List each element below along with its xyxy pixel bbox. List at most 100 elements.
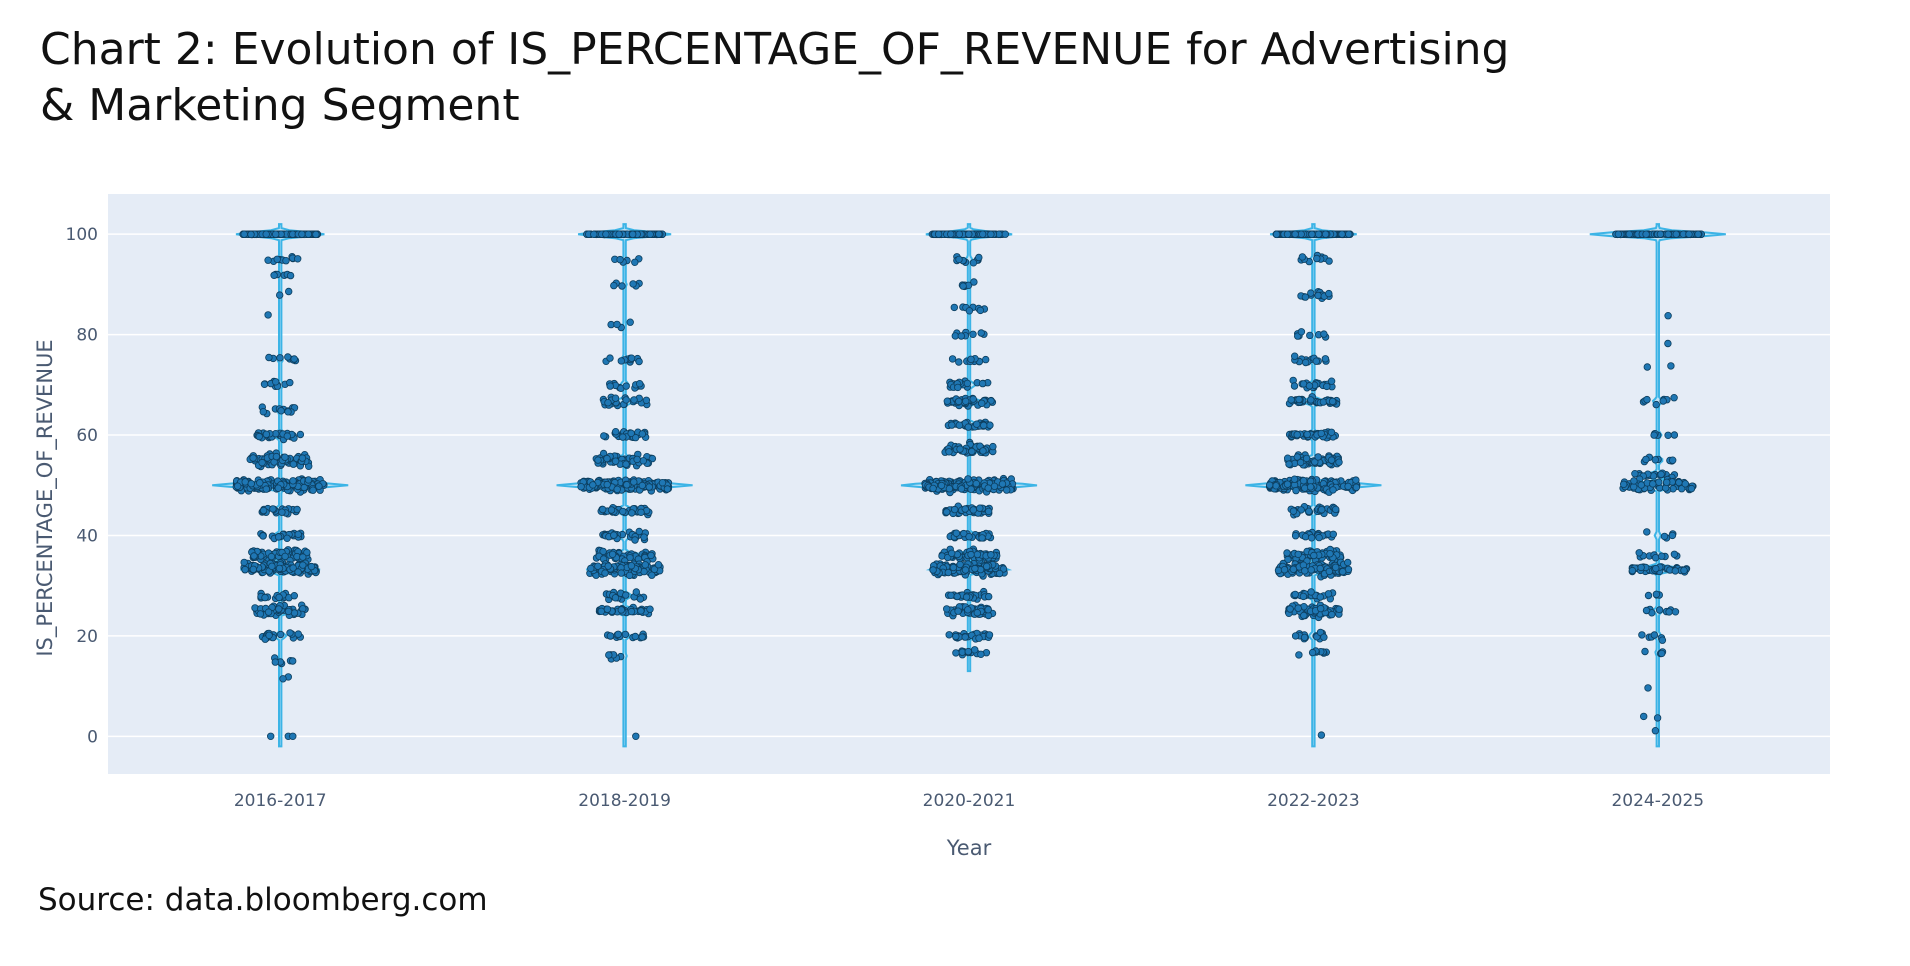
data-point: [943, 605, 951, 613]
data-point: [985, 592, 993, 601]
data-point: [1314, 291, 1322, 300]
data-point: [289, 460, 298, 468]
data-point: [963, 379, 972, 388]
data-point: [1644, 684, 1652, 692]
data-point: [275, 605, 283, 613]
data-point: [1655, 478, 1663, 486]
data-point: [606, 354, 614, 362]
data-point: [627, 562, 636, 570]
data-point: [1664, 431, 1672, 439]
data-point: [1652, 564, 1660, 573]
data-point: [613, 485, 621, 493]
data-point: [1283, 480, 1292, 488]
data-point: [299, 561, 307, 569]
x-tick-label: 2024-2025: [1611, 791, 1704, 811]
data-point: [1352, 483, 1361, 491]
data-point: [1301, 293, 1310, 301]
x-tick-label: 2018-2019: [578, 791, 671, 811]
data-point: [638, 633, 646, 641]
data-point: [955, 397, 963, 406]
data-point: [951, 505, 959, 514]
x-tick-label: 2022-2023: [1267, 791, 1360, 811]
data-point: [983, 562, 991, 571]
data-point: [599, 547, 607, 556]
data-point: [1670, 393, 1678, 402]
data-point: [978, 534, 986, 542]
data-point: [623, 481, 631, 489]
data-point: [1325, 257, 1333, 265]
data-point: [617, 569, 625, 577]
y-tick-label: 20: [76, 627, 98, 647]
data-point: [1630, 477, 1638, 485]
data-point: [606, 382, 614, 390]
data-point: [947, 230, 955, 238]
data-point: [279, 675, 287, 683]
data-point: [631, 536, 639, 544]
data-point: [1327, 456, 1336, 464]
data-point: [1293, 453, 1301, 461]
data-point: [262, 485, 270, 493]
data-point: [1670, 431, 1679, 439]
data-point: [1294, 604, 1302, 612]
data-point: [1628, 566, 1637, 575]
data-point: [943, 508, 951, 516]
data-point: [1680, 566, 1688, 575]
data-point: [247, 480, 255, 488]
data-point: [1651, 456, 1659, 464]
data-point: [1614, 230, 1623, 238]
data-point: [304, 230, 313, 238]
data-point: [615, 230, 623, 238]
data-point: [955, 421, 964, 429]
data-point: [275, 564, 284, 573]
data-point: [262, 230, 270, 238]
data-point: [630, 478, 638, 486]
data-point: [645, 483, 653, 491]
data-point: [954, 383, 962, 392]
data-point: [271, 658, 279, 666]
data-point: [967, 485, 975, 493]
data-point: [247, 230, 255, 239]
data-point: [1283, 230, 1292, 238]
data-point: [984, 606, 992, 614]
y-tick-label: 0: [87, 727, 98, 747]
data-point: [281, 552, 289, 561]
data-point: [1327, 428, 1336, 436]
data-point: [264, 256, 272, 264]
data-point: [606, 632, 615, 640]
data-point: [1637, 563, 1645, 572]
data-point: [628, 509, 636, 517]
data-point: [599, 505, 607, 514]
data-point: [587, 564, 595, 573]
data-point: [1642, 606, 1651, 615]
data-point: [259, 407, 267, 416]
data-point: [309, 486, 317, 494]
data-point: [240, 558, 248, 567]
data-point: [948, 549, 956, 557]
data-point: [1637, 481, 1645, 489]
data-point: [289, 657, 297, 665]
data-point: [1327, 377, 1336, 385]
data-point: [1643, 363, 1651, 371]
data-point: [658, 479, 667, 487]
data-point: [1659, 397, 1667, 405]
data-point: [962, 397, 970, 405]
data-point: [1289, 565, 1298, 573]
data-point: [259, 506, 268, 515]
data-point: [1003, 486, 1011, 494]
data-point: [315, 482, 323, 490]
data-point: [636, 379, 644, 388]
data-point: [1307, 588, 1315, 596]
data-point: [614, 630, 622, 638]
data-point: [1316, 593, 1324, 601]
data-point: [970, 278, 978, 286]
data-point: [975, 634, 983, 642]
data-point: [1299, 592, 1308, 601]
data-point: [1316, 564, 1324, 573]
data-point: [601, 569, 609, 577]
data-point: [1293, 430, 1301, 439]
data-point: [987, 230, 995, 238]
data-point: [1307, 289, 1315, 297]
data-point: [610, 531, 618, 539]
data-point: [622, 396, 630, 404]
data-point: [968, 447, 976, 456]
